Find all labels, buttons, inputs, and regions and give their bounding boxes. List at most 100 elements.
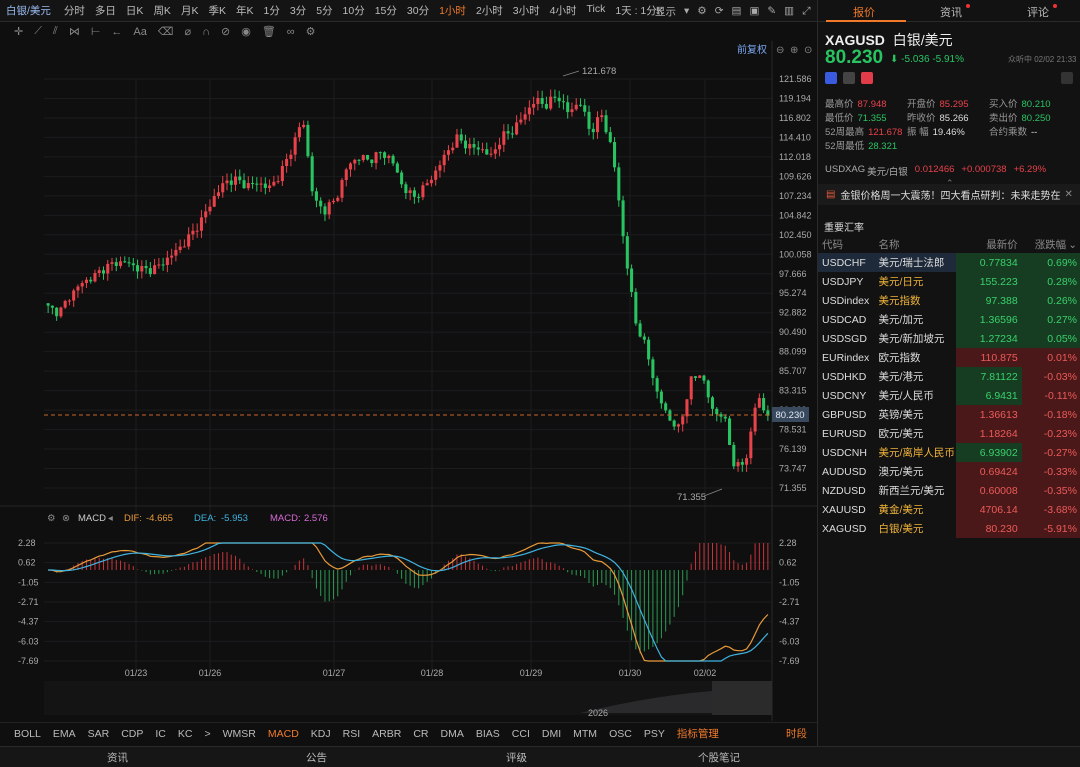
magnet-icon[interactable]: ∩ [202, 25, 210, 38]
eraser-icon[interactable]: ⌀ [184, 26, 192, 38]
tab-info[interactable]: 资讯 [940, 4, 970, 20]
brush-tool-icon[interactable]: ⌫ [157, 26, 174, 38]
layout-icon[interactable]: ▤ [731, 5, 742, 17]
table-row[interactable]: USDCNY 美元/人民币 6.9431 -0.11% [818, 386, 1080, 405]
related-quote[interactable]: USDXAG 美元/白银 0.012466 +0.000738 +6.29% [825, 164, 1046, 178]
table-row[interactable]: AUDUSD 澳元/美元 0.69424 -0.33% [818, 462, 1080, 481]
indicator-9[interactable]: KDJ [310, 727, 331, 740]
timeframe-button[interactable]: Tick [586, 3, 606, 15]
camera-icon[interactable]: ▣ [749, 5, 760, 17]
timeframe-button[interactable]: 日K [125, 5, 144, 17]
timeframe-button[interactable]: 3小时 [512, 5, 540, 17]
table-row[interactable]: EURindex 欧元指数 110.875 0.01% [818, 348, 1080, 367]
pattern-tool-icon[interactable]: ⋈ [68, 26, 80, 38]
table-row[interactable]: EURUSD 欧元/美元 1.18264 -0.23% [818, 424, 1080, 443]
indicator-11[interactable]: ARBR [372, 727, 402, 740]
timeframe-button[interactable]: 5分 [316, 5, 333, 17]
col-code[interactable]: 代码 [822, 238, 843, 251]
indicator-13[interactable]: DMA [440, 727, 464, 740]
timeframe-button[interactable]: 周K [153, 5, 171, 17]
tab-notes[interactable]: 个股笔记 [698, 751, 740, 764]
timeframe-button[interactable]: 30分 [406, 5, 430, 17]
timeframe-button[interactable]: 年K [235, 5, 254, 17]
chevron-up-icon[interactable]: ⌃ [946, 178, 954, 188]
indicator-8[interactable]: MACD [267, 727, 299, 740]
tab-ratings[interactable]: 评级 [506, 751, 527, 764]
indicator-19[interactable]: PSY [643, 727, 665, 740]
bell-icon[interactable] [1061, 72, 1073, 84]
display-menu[interactable]: 显示 [655, 5, 676, 18]
symbol-label[interactable]: 白银/美元 [6, 5, 51, 17]
indicator-0[interactable]: BOLL [14, 727, 41, 740]
indicator-17[interactable]: MTM [573, 727, 598, 740]
trash-icon[interactable]: 🗑 [261, 26, 276, 38]
col-price[interactable]: 最新价 [986, 238, 1018, 251]
col-change[interactable]: 涨跌幅 ⌄ [1022, 235, 1080, 253]
table-row[interactable]: USDHKD 美元/港元 7.81122 -0.03% [818, 367, 1080, 386]
pen-icon[interactable]: ✎ [767, 5, 777, 17]
indicator-5[interactable]: KC [177, 727, 193, 740]
table-row[interactable]: XAUUSD 黄金/美元 4706.14 -3.68% [818, 500, 1080, 519]
indicator-1[interactable]: EMA [52, 727, 76, 740]
table-row[interactable]: GBPUSD 英镑/美元 1.36613 -0.18% [818, 405, 1080, 424]
lock-icon[interactable]: ⊘ [220, 26, 231, 38]
chevron-down-icon[interactable]: ▾ [684, 5, 690, 17]
arrow-tool-icon[interactable]: ← [111, 25, 123, 38]
indicator-18[interactable]: OSC [609, 727, 632, 740]
timeframe-button[interactable]: 3分 [289, 5, 307, 17]
close-icon[interactable]: ✕ [1064, 189, 1073, 200]
timeframe-button[interactable]: 4小时 [549, 5, 577, 17]
timeframe-button[interactable]: 分时 [63, 5, 85, 17]
link-icon[interactable]: ∞ [286, 25, 295, 38]
badge-icon[interactable] [825, 72, 837, 84]
table-row[interactable]: USDJPY 美元/日元 155.223 0.28% [818, 272, 1080, 291]
refresh-icon[interactable]: ⟳ [714, 5, 724, 17]
panel-icon[interactable]: ▥ [784, 5, 795, 17]
table-row[interactable]: XAGUSD 白银/美元 80.230 -5.91% [818, 519, 1080, 538]
table-row[interactable]: USDCNH 美元/离岸人民币 6.93902 -0.27% [818, 443, 1080, 462]
eye-icon[interactable]: ◉ [241, 26, 251, 38]
tab-quote[interactable]: 报价 [853, 7, 875, 19]
table-row[interactable]: USDindex 美元指数 97.388 0.26% [818, 291, 1080, 310]
line-tool-icon[interactable]: ⟋ [34, 25, 42, 37]
table-row[interactable]: USDCHF 美元/瑞士法郎 0.77834 0.69% [818, 253, 1080, 272]
timeframe-button[interactable]: 1小时 [439, 5, 466, 17]
settings-icon[interactable]: ⚙ [697, 5, 707, 17]
indicator-14[interactable]: BIAS [475, 727, 500, 740]
timeframe-button[interactable]: 10分 [342, 5, 365, 17]
indicator-3[interactable]: CDP [121, 727, 144, 740]
tab-news[interactable]: 资讯 [107, 751, 128, 764]
timeframe-button[interactable]: 15分 [374, 5, 397, 17]
col-name[interactable]: 名称 [878, 238, 900, 251]
table-row[interactable]: USDCAD 美元/加元 1.36596 0.27% [818, 310, 1080, 329]
indicator-12[interactable]: CR [413, 727, 429, 740]
indicator-7[interactable]: WMSR [222, 727, 256, 740]
indicator-21[interactable]: 时段 [786, 728, 807, 740]
crosshair-icon[interactable]: ✛ [14, 26, 24, 38]
text-tool-icon[interactable]: Aa [133, 25, 147, 38]
heart-icon[interactable] [861, 72, 873, 84]
gear-icon[interactable]: ⚙ [305, 26, 316, 38]
indicator-10[interactable]: RSI [342, 727, 361, 740]
channel-tool-icon[interactable]: ⫽ [52, 25, 58, 37]
indicator-20[interactable]: 指标管理 [676, 728, 719, 740]
indicator-2[interactable]: SAR [87, 727, 110, 740]
indicator-6[interactable]: > [204, 727, 211, 740]
timeframe-button[interactable]: 1天 : 1分K [615, 5, 664, 17]
list-icon[interactable] [843, 72, 855, 84]
tab-comments[interactable]: 评论 [1027, 4, 1057, 20]
price-chart[interactable]: 121.586 119.194 116.802 114.410 112.018 109.6… [0, 41, 817, 721]
table-row[interactable]: NZDUSD 新西兰元/美元 0.60008 -0.35% [818, 481, 1080, 500]
indicator-15[interactable]: CCI [511, 727, 530, 740]
tab-announcements[interactable]: 公告 [306, 751, 327, 764]
indicator-4[interactable]: IC [155, 727, 166, 740]
expand-icon[interactable]: ⤢ [802, 4, 811, 17]
timeframe-button[interactable]: 多日 [94, 5, 116, 17]
timeframe-button[interactable]: 1分 [263, 5, 280, 17]
timeframe-button[interactable]: 月K [180, 5, 199, 17]
timeframe-button[interactable]: 2小时 [475, 5, 503, 17]
timeframe-button[interactable]: 季K [208, 5, 226, 17]
news-banner[interactable]: ▤ 金银价格周一大震荡！四大看点研判：未来走势在... ✕ [818, 184, 1080, 205]
fib-tool-icon[interactable]: ⊢ [90, 26, 101, 38]
table-row[interactable]: USDSGD 美元/新加坡元 1.27234 0.05% [818, 329, 1080, 348]
